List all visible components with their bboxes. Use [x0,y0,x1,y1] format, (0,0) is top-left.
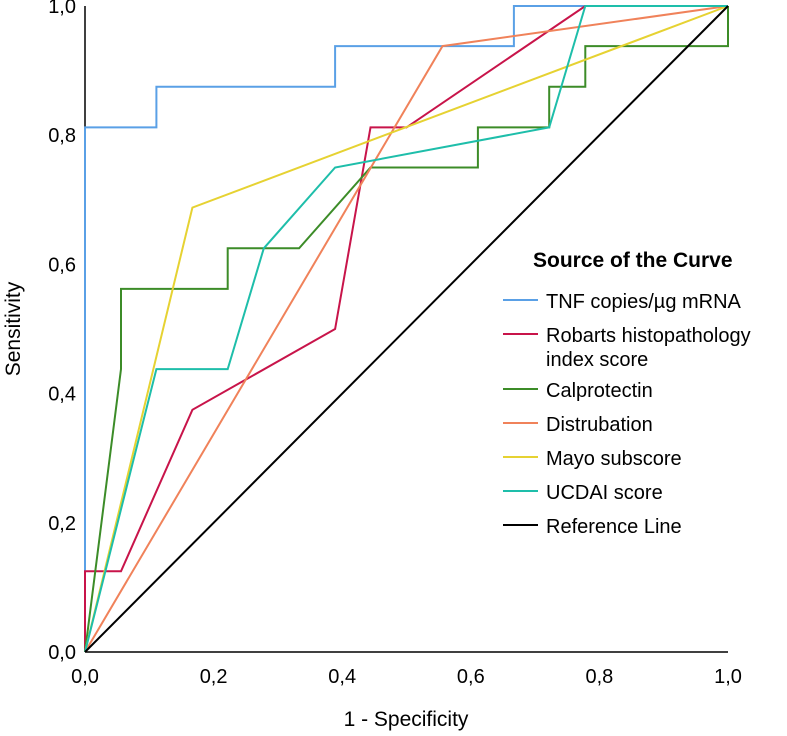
curve-distrubation [84,5,729,653]
curve-ucdai-score [84,5,728,653]
y-tick-label: 0,2 [48,513,76,535]
x-tick-label: 0,2 [200,666,228,688]
x-axis-title: 1 - Specificity [344,708,469,731]
legend-label: Robarts histopathology [546,325,751,347]
x-tick-label: 1,0 [714,666,742,688]
y-tick-labels: 0,0 0,2 0,4 0,6 0,8 1,0 [48,0,76,664]
curves [84,5,729,653]
legend-label: TNF copies/µg mRNA [546,291,742,313]
x-tick-label: 0,4 [328,666,356,688]
y-tick-label: 0,4 [48,384,76,406]
x-tick-label: 0,8 [585,666,613,688]
y-tick-label: 1,0 [48,0,76,18]
x-tick-label: 0,0 [71,666,99,688]
legend-label: Calprotectin [546,380,653,402]
y-tick-label: 0,0 [48,642,76,664]
legend-label: Distrubation [546,414,653,436]
curve-robarts-histopathology-index-score [84,5,728,652]
x-tick-labels: 0,0 0,2 0,4 0,6 0,8 1,0 [71,666,742,688]
legend-title: Source of the Curve [533,249,733,272]
curve-tnf-copies-g-mrna [84,5,728,652]
curve-mayo-subscore [84,5,729,653]
y-tick-label: 0,6 [48,254,76,276]
legend-label: Reference Line [546,516,682,538]
x-tick-label: 0,6 [457,666,485,688]
legend: Source of the Curve TNF copies/µg mRNA Ro… [503,249,751,538]
curve-reference-line [84,5,729,653]
y-axis-title: Sensitivity [2,281,25,376]
legend-label: index score [546,349,648,371]
y-tick-label: 0,8 [48,125,76,147]
legend-label: Mayo subscore [546,448,682,470]
legend-label: UCDAI score [546,482,663,504]
